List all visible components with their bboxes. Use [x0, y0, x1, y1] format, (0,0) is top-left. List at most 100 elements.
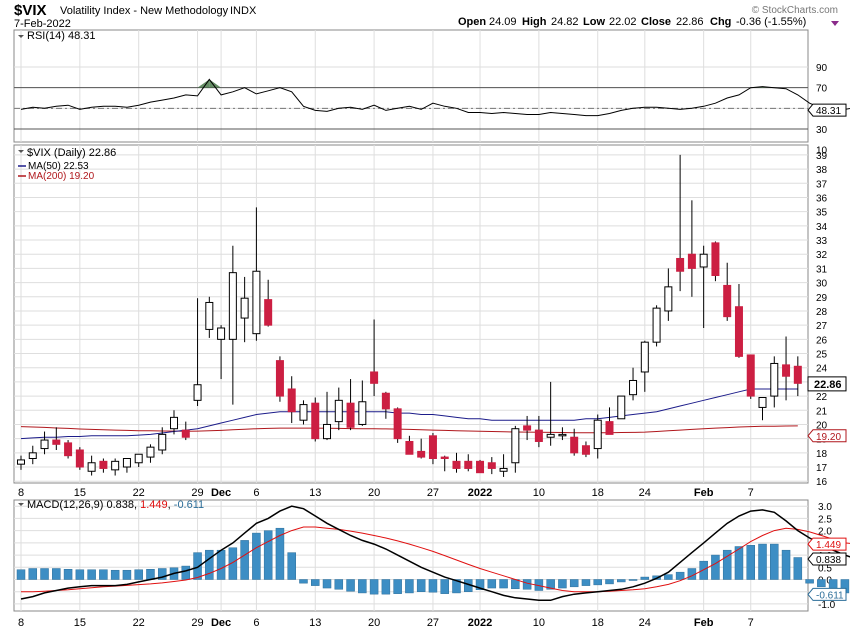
- macd-histogram-bar: [110, 569, 120, 580]
- price-tick-label: 36: [816, 193, 828, 204]
- candle-body: [40, 439, 49, 450]
- macd-histogram-bar: [711, 554, 720, 580]
- candle-body: [523, 425, 532, 431]
- macd-histogram-bar: [793, 557, 803, 580]
- macd-x-tick-label: 27: [427, 617, 439, 629]
- rsi-frame: [13, 29, 809, 143]
- macd-histogram-bar: [311, 579, 320, 586]
- x-tick-label: 2022: [468, 487, 492, 499]
- macd-histogram-bar: [275, 527, 285, 580]
- price-tick-label: 34: [816, 222, 828, 233]
- macd-x-tick-label: 2022: [468, 617, 492, 629]
- macd-histogram-bar: [405, 579, 414, 594]
- high-label: High: [522, 16, 547, 28]
- macd-x-tick-label: Feb: [694, 617, 714, 629]
- macd-histogram-bar: [817, 579, 826, 588]
- price-tick-label: 33: [816, 236, 828, 247]
- candle-body: [687, 253, 696, 269]
- candle-body: [311, 402, 320, 440]
- macd-histogram-bar: [40, 568, 49, 580]
- chg-label: Chg: [710, 16, 731, 28]
- rsi-tick-label: 90: [816, 63, 828, 74]
- low-value: 22.02: [609, 16, 637, 28]
- macd-x-tick-label: 29: [191, 617, 203, 629]
- macd-histogram-bar: [16, 569, 26, 580]
- rsi-tick-label: 30: [816, 125, 828, 136]
- ma200-line: [20, 425, 798, 434]
- candle-body: [793, 365, 802, 384]
- ma200-legend: MA(200) 19.20: [28, 171, 95, 182]
- macd-x-tick-label: 8: [18, 617, 24, 629]
- macd-tick-label: 2.0: [818, 527, 832, 538]
- macd-tick-label: -1.0: [818, 600, 836, 611]
- macd-histogram-bar: [746, 545, 755, 580]
- candle-body: [346, 402, 355, 428]
- x-tick-label: Feb: [694, 487, 714, 499]
- price-tick-label: 35: [816, 208, 828, 219]
- macd-histogram-bar: [369, 579, 379, 595]
- candle-body: [64, 442, 73, 457]
- macd-histogram-bar: [770, 543, 779, 580]
- rsi-line: [20, 78, 850, 117]
- macd-histogram-bar: [546, 579, 555, 590]
- macd-tick-label: 2.5: [818, 514, 832, 525]
- candle-body: [28, 452, 37, 460]
- macd-histogram-bar: [63, 568, 73, 580]
- candle-body: [758, 397, 767, 408]
- macd-histogram-bar: [664, 574, 673, 580]
- close-label: Close: [641, 16, 671, 28]
- macd-histogram-bar: [675, 571, 685, 580]
- macd-legend-triangle-icon: [18, 503, 24, 506]
- macd-last-value: 0.838: [816, 555, 841, 566]
- macd-hist-last-value: -0.611: [816, 590, 844, 601]
- macd-histogram-bar: [758, 543, 767, 580]
- macd-last-value-box: [807, 552, 847, 566]
- candle-body: [770, 362, 779, 397]
- macd-histogram-bar: [452, 579, 461, 594]
- candle-body: [358, 401, 367, 425]
- candle-body: [52, 439, 61, 445]
- candle-body: [593, 419, 602, 450]
- watermark: © StockCharts.com: [752, 5, 838, 16]
- macd-histogram-bar: [287, 552, 296, 580]
- candle-body: [487, 462, 496, 469]
- macd-histogram-bar: [440, 579, 449, 594]
- candle-body: [617, 395, 626, 420]
- macd-histogram-bar: [134, 569, 143, 580]
- price-tick-label: 24: [816, 364, 828, 375]
- price-tick-label: 25: [816, 350, 828, 361]
- macd-legend: MACD(12,26,9) 0.838, 1.449, -0.611: [27, 499, 204, 511]
- x-tick-label: 8: [18, 487, 24, 499]
- x-tick-label: 27: [427, 487, 439, 499]
- macd-histogram-bar: [722, 549, 732, 580]
- candle-body: [370, 371, 379, 384]
- macd-histogram-bar: [334, 579, 344, 590]
- price-tick-label: 16: [816, 477, 828, 488]
- macd-histogram-bar: [193, 552, 202, 580]
- ma200-last-value-box: [807, 429, 847, 443]
- x-tick-label: 7: [748, 487, 754, 499]
- open-label: Open: [458, 16, 486, 28]
- price-tick-label: 30: [816, 279, 828, 290]
- candle-body: [323, 423, 332, 440]
- x-tick-label: Dec: [211, 487, 231, 499]
- macd-histogram-bar: [299, 579, 308, 584]
- macd-histogram-bar: [628, 579, 638, 581]
- candle-body: [134, 453, 143, 464]
- candle-body: [417, 450, 426, 458]
- macd-x-tick-label: 6: [253, 617, 259, 629]
- price-tick-label: 17: [816, 463, 828, 474]
- macd-histogram-bar: [617, 579, 626, 583]
- candle-body: [746, 354, 755, 397]
- rsi-legend: RSI(14) 48.31: [27, 30, 95, 42]
- candle-body: [205, 301, 214, 330]
- macd-histogram-bar: [499, 579, 508, 589]
- x-tick-label: 10: [533, 487, 545, 499]
- candle-body: [546, 433, 555, 438]
- rsi-tick-label: 10: [816, 146, 828, 157]
- candle-body: [605, 421, 614, 435]
- macd-histogram-bar: [416, 579, 426, 592]
- candle-body: [676, 257, 685, 272]
- macd-tick-label: 3.0: [818, 502, 832, 513]
